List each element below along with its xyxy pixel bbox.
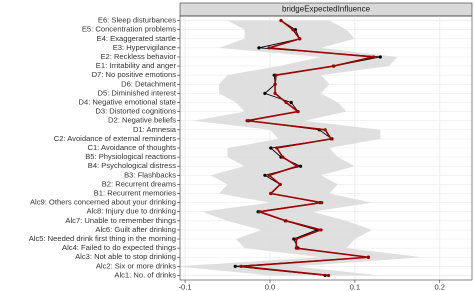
y-tick-label: Alc2: Six or more drinks [96, 261, 176, 270]
y-tick-label: Alc9: Others concerned about your drinki… [30, 198, 176, 207]
point [233, 264, 237, 268]
point [281, 155, 285, 159]
y-tick-label: C2: Avoidance of external reminders [54, 134, 176, 143]
point [267, 173, 271, 177]
point [267, 46, 271, 50]
y-tick-label: D5: Diminished interest [98, 88, 177, 97]
point [371, 55, 376, 59]
point [245, 119, 249, 123]
y-tick-label: D4: Negative emotional state [78, 97, 176, 106]
point [320, 201, 324, 205]
point [284, 219, 288, 223]
point [319, 228, 323, 232]
y-tick-label: Alc8: Injury due to drinking [87, 207, 177, 216]
point [239, 264, 243, 268]
point [278, 182, 282, 187]
point [273, 91, 277, 95]
point [329, 137, 333, 141]
point [291, 28, 295, 32]
y-tick-label: E4: Exaggerated startle [97, 34, 176, 43]
x-tick-label: -0.1 [179, 283, 192, 291]
point [293, 28, 298, 32]
point [263, 173, 267, 177]
y-tick-label: Alc6: Guilt after drinking [95, 225, 176, 234]
y-tick-label: D6: Detachment [121, 79, 177, 88]
confidence-band [176, 20, 423, 276]
point [269, 191, 273, 196]
y-tick-label: B3: Flashbacks [124, 170, 176, 179]
y-tick-label: B1: Recurrent memories [94, 189, 176, 198]
y-tick-label: Alc4: Failed to do expected things [62, 243, 176, 252]
point [298, 164, 303, 168]
y-tick-label: D2: Negative beliefs [108, 116, 176, 125]
point [284, 100, 288, 105]
y-tick-label: E5: Concentration problems [82, 25, 176, 34]
x-tick-label: 0.2 [434, 283, 445, 291]
point [296, 109, 300, 114]
point [289, 100, 293, 105]
point [295, 164, 299, 168]
point [273, 82, 277, 86]
point [378, 55, 382, 59]
point [257, 46, 261, 50]
point [269, 146, 273, 150]
point [326, 273, 331, 278]
y-tick-label: Alc7: Unable to remember things [65, 216, 176, 225]
y-tick-label: E6: Sleep disturbances [98, 16, 176, 25]
y-tick-label: E3: Hypervigilance [113, 43, 176, 52]
plot-area [176, 16, 472, 280]
chart-title: bridgeExpectedInfluence [282, 5, 371, 14]
point [332, 64, 336, 68]
point [323, 128, 327, 132]
y-tick-label: Alc5: Needed drink first thing in the mo… [29, 234, 176, 243]
point [298, 37, 302, 41]
point [274, 73, 278, 77]
point [279, 18, 283, 23]
x-tick-label: 0.1 [350, 283, 361, 291]
point [292, 237, 296, 241]
y-tick-label: Alc1: No. of drinks [114, 270, 176, 279]
point [366, 255, 371, 259]
y-tick-label: C1: Avoidance of thoughts [87, 143, 176, 152]
x-tick-label: 0.0 [265, 283, 276, 291]
point [275, 146, 279, 150]
y-tick-label: D1: Amnesia [133, 125, 177, 134]
y-tick-label: D3: Distorted cognitions [95, 107, 176, 116]
y-tick-label: B4: Psychological distress [88, 161, 176, 170]
point [263, 91, 267, 95]
y-tick-label: E2: Reckless behavior [100, 52, 176, 61]
y-tick-label: D7: No positive emotions [92, 70, 177, 79]
y-tick-label: E1: Irritability and anger [96, 61, 177, 70]
y-tick-label: Alc3: Not able to stop drinking [75, 252, 176, 261]
y-tick-label: B5: Physiological reactions [85, 152, 176, 161]
point [294, 237, 298, 241]
point [294, 246, 298, 250]
y-tick-label: B2: Recurrent dreams [102, 179, 176, 188]
point [258, 210, 262, 214]
